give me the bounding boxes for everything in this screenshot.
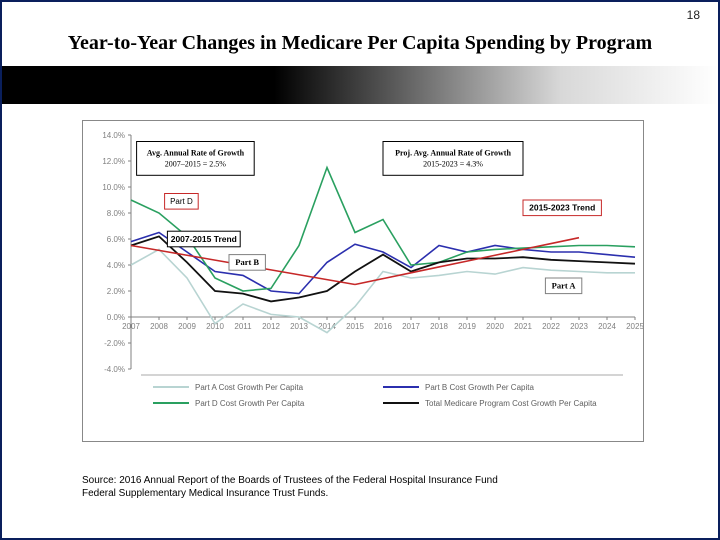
svg-text:2017: 2017: [402, 322, 420, 331]
legend-label-part_a: Part A Cost Growth Per Capita: [195, 383, 304, 392]
svg-text:2023: 2023: [570, 322, 588, 331]
annotation-text-label_2007_2015_trend: 2007-2015 Trend: [171, 234, 237, 244]
svg-text:6.0%: 6.0%: [107, 235, 125, 244]
svg-text:2025: 2025: [626, 322, 643, 331]
annotation-text-avg_2007_2015: 2007–2015 = 2.5%: [165, 159, 227, 168]
page-number: 18: [687, 8, 700, 22]
svg-text:2009: 2009: [178, 322, 196, 331]
svg-text:14.0%: 14.0%: [102, 131, 125, 140]
legend-label-part_d: Part D Cost Growth Per Capita: [195, 399, 305, 408]
svg-text:0.0%: 0.0%: [107, 313, 125, 322]
svg-text:2019: 2019: [458, 322, 476, 331]
svg-text:2.0%: 2.0%: [107, 287, 125, 296]
annotation-text-label_2015_2023_trend: 2015-2023 Trend: [529, 203, 595, 213]
svg-text:8.0%: 8.0%: [107, 209, 125, 218]
line-chart: -4.0% -2.0% 0.0% 2.0% 4.0% 6.0% 8.0% 10.0% 12.0%…: [83, 121, 643, 441]
svg-text:2015: 2015: [346, 322, 364, 331]
svg-text:2007: 2007: [122, 322, 140, 331]
annotation-text-label_part_a_inset: Part A: [552, 281, 577, 291]
svg-text:2011: 2011: [234, 322, 252, 331]
svg-text:2021: 2021: [514, 322, 532, 331]
svg-text:-2.0%: -2.0%: [104, 339, 125, 348]
svg-text:2024: 2024: [598, 322, 616, 331]
annotation-text-label_part_b_inset: Part B: [235, 257, 259, 267]
svg-text:2008: 2008: [150, 322, 168, 331]
svg-text:2018: 2018: [430, 322, 448, 331]
svg-text:2016: 2016: [374, 322, 392, 331]
svg-text:12.0%: 12.0%: [102, 157, 125, 166]
source-text: Source: 2016 Annual Report of the Boards…: [82, 475, 498, 500]
title-gradient-bar: [2, 66, 718, 104]
series-trend_2015_2023: [355, 238, 579, 285]
svg-text:10.0%: 10.0%: [102, 183, 125, 192]
svg-text:2020: 2020: [486, 322, 504, 331]
svg-text:2012: 2012: [262, 322, 280, 331]
annotation-proj_2015_2023: [383, 142, 523, 176]
svg-text:-4.0%: -4.0%: [104, 365, 125, 374]
legend-label-total: Total Medicare Program Cost Growth Per C…: [425, 399, 597, 408]
chart-container: -4.0% -2.0% 0.0% 2.0% 4.0% 6.0% 8.0% 10.0% 12.0%…: [82, 120, 644, 442]
legend-label-part_b: Part B Cost Growth Per Capita: [425, 383, 534, 392]
annotation-text-label_part_d_outline: Part D: [170, 197, 193, 206]
slide-title: Year-to-Year Changes in Medicare Per Cap…: [2, 32, 718, 55]
svg-text:2013: 2013: [290, 322, 308, 331]
annotation-text-avg_2007_2015: Avg. Annual Rate of Growth: [147, 149, 245, 158]
svg-text:4.0%: 4.0%: [107, 261, 125, 270]
annotation-text-proj_2015_2023: 2015-2023 = 4.3%: [423, 159, 483, 168]
annotation-avg_2007_2015: [137, 142, 255, 176]
svg-text:2022: 2022: [542, 322, 560, 331]
annotation-text-proj_2015_2023: Proj. Avg. Annual Rate of Growth: [395, 149, 511, 158]
